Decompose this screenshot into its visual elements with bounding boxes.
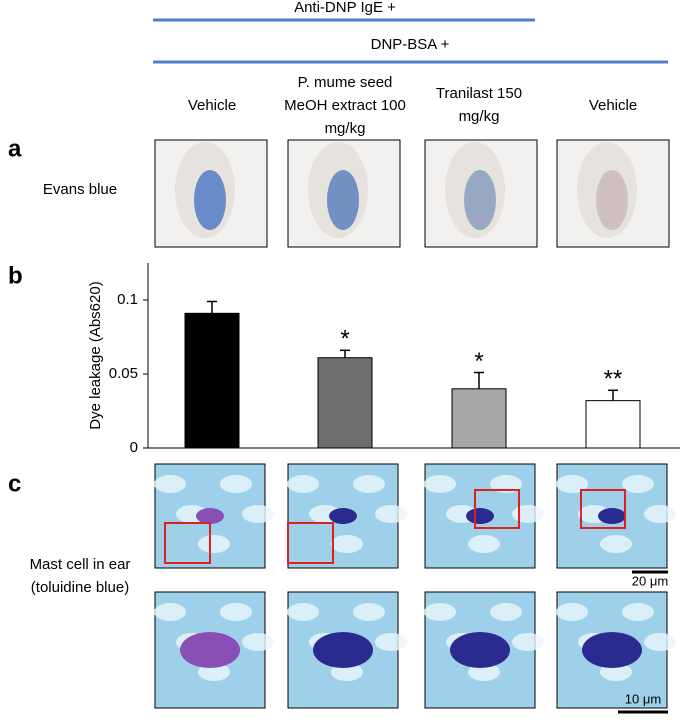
tissue	[424, 475, 456, 493]
tissue	[644, 505, 676, 523]
tissue	[424, 603, 456, 621]
bar	[317, 357, 373, 449]
tissue	[287, 475, 319, 493]
y-axis-label: Dye leakage (Abs620)	[87, 281, 104, 429]
zoom-box	[287, 522, 334, 564]
tissue	[287, 603, 319, 621]
column-heading: P. mume seed MeOH extract 100 mg/kg	[284, 73, 406, 137]
tissue	[353, 475, 385, 493]
panel-label: b	[8, 262, 23, 289]
tissue	[220, 603, 252, 621]
tissue	[600, 535, 632, 553]
column-heading-text: Vehicle	[187, 96, 237, 114]
column-heading-text: Vehicle	[588, 96, 638, 114]
tissue	[154, 475, 186, 493]
y-tick-label: 0	[130, 439, 138, 456]
mast-cell	[582, 632, 642, 668]
treatment-label: Anti-DNP IgE +	[294, 0, 396, 16]
tissue	[512, 505, 544, 523]
y-tick-label: 0.1	[117, 291, 138, 308]
mast-cell	[313, 632, 373, 668]
significance: *	[340, 326, 349, 353]
dye-spot	[194, 170, 226, 230]
mast-cell	[598, 508, 626, 524]
tissue	[622, 603, 654, 621]
dye-spot	[464, 170, 496, 230]
row-label: (toluidine blue)	[31, 579, 129, 596]
zoom-box	[164, 522, 211, 564]
mast-cell	[450, 632, 510, 668]
significance: *	[474, 348, 483, 375]
tissue	[353, 603, 385, 621]
tissue	[375, 633, 407, 651]
tissue	[556, 603, 588, 621]
tissue	[644, 633, 676, 651]
tissue	[622, 475, 654, 493]
panel-label: c	[8, 470, 21, 497]
mast-cell	[329, 508, 357, 524]
mast-cell	[180, 632, 240, 668]
mast-cell	[466, 508, 494, 524]
row-label: Evans blue	[43, 181, 117, 198]
row-label: Mast cell in ear	[30, 556, 131, 573]
bar	[184, 312, 240, 449]
scale-label: 10 μm	[625, 691, 661, 706]
zoom-box	[580, 489, 626, 529]
y-tick-label: 0.05	[109, 365, 138, 382]
column-heading: Tranilast 150 mg/kg	[435, 85, 523, 125]
dye-spot	[327, 170, 359, 230]
tissue	[556, 475, 588, 493]
tissue	[468, 535, 500, 553]
column-heading: Vehicle	[187, 96, 237, 114]
column-heading: Vehicle	[588, 96, 638, 114]
treatment-label: DNP-BSA +	[371, 36, 450, 53]
tissue	[242, 505, 274, 523]
bar	[451, 388, 507, 449]
mast-cell	[196, 508, 224, 524]
zoom-box	[474, 489, 520, 529]
tissue	[490, 603, 522, 621]
tissue	[375, 505, 407, 523]
tissue	[512, 633, 544, 651]
tissue	[154, 603, 186, 621]
scale-label: 20 μm	[632, 573, 668, 588]
column-heading-text: Tranilast 150 mg/kg	[435, 85, 523, 125]
significance: **	[604, 366, 623, 393]
tissue	[490, 475, 522, 493]
column-heading-text: P. mume seed MeOH extract 100 mg/kg	[284, 73, 406, 137]
tissue	[242, 633, 274, 651]
bar	[585, 400, 641, 449]
tissue	[220, 475, 252, 493]
dye-spot	[596, 170, 628, 230]
panel-label: a	[8, 135, 22, 162]
tissue	[198, 535, 230, 553]
tissue	[331, 535, 363, 553]
